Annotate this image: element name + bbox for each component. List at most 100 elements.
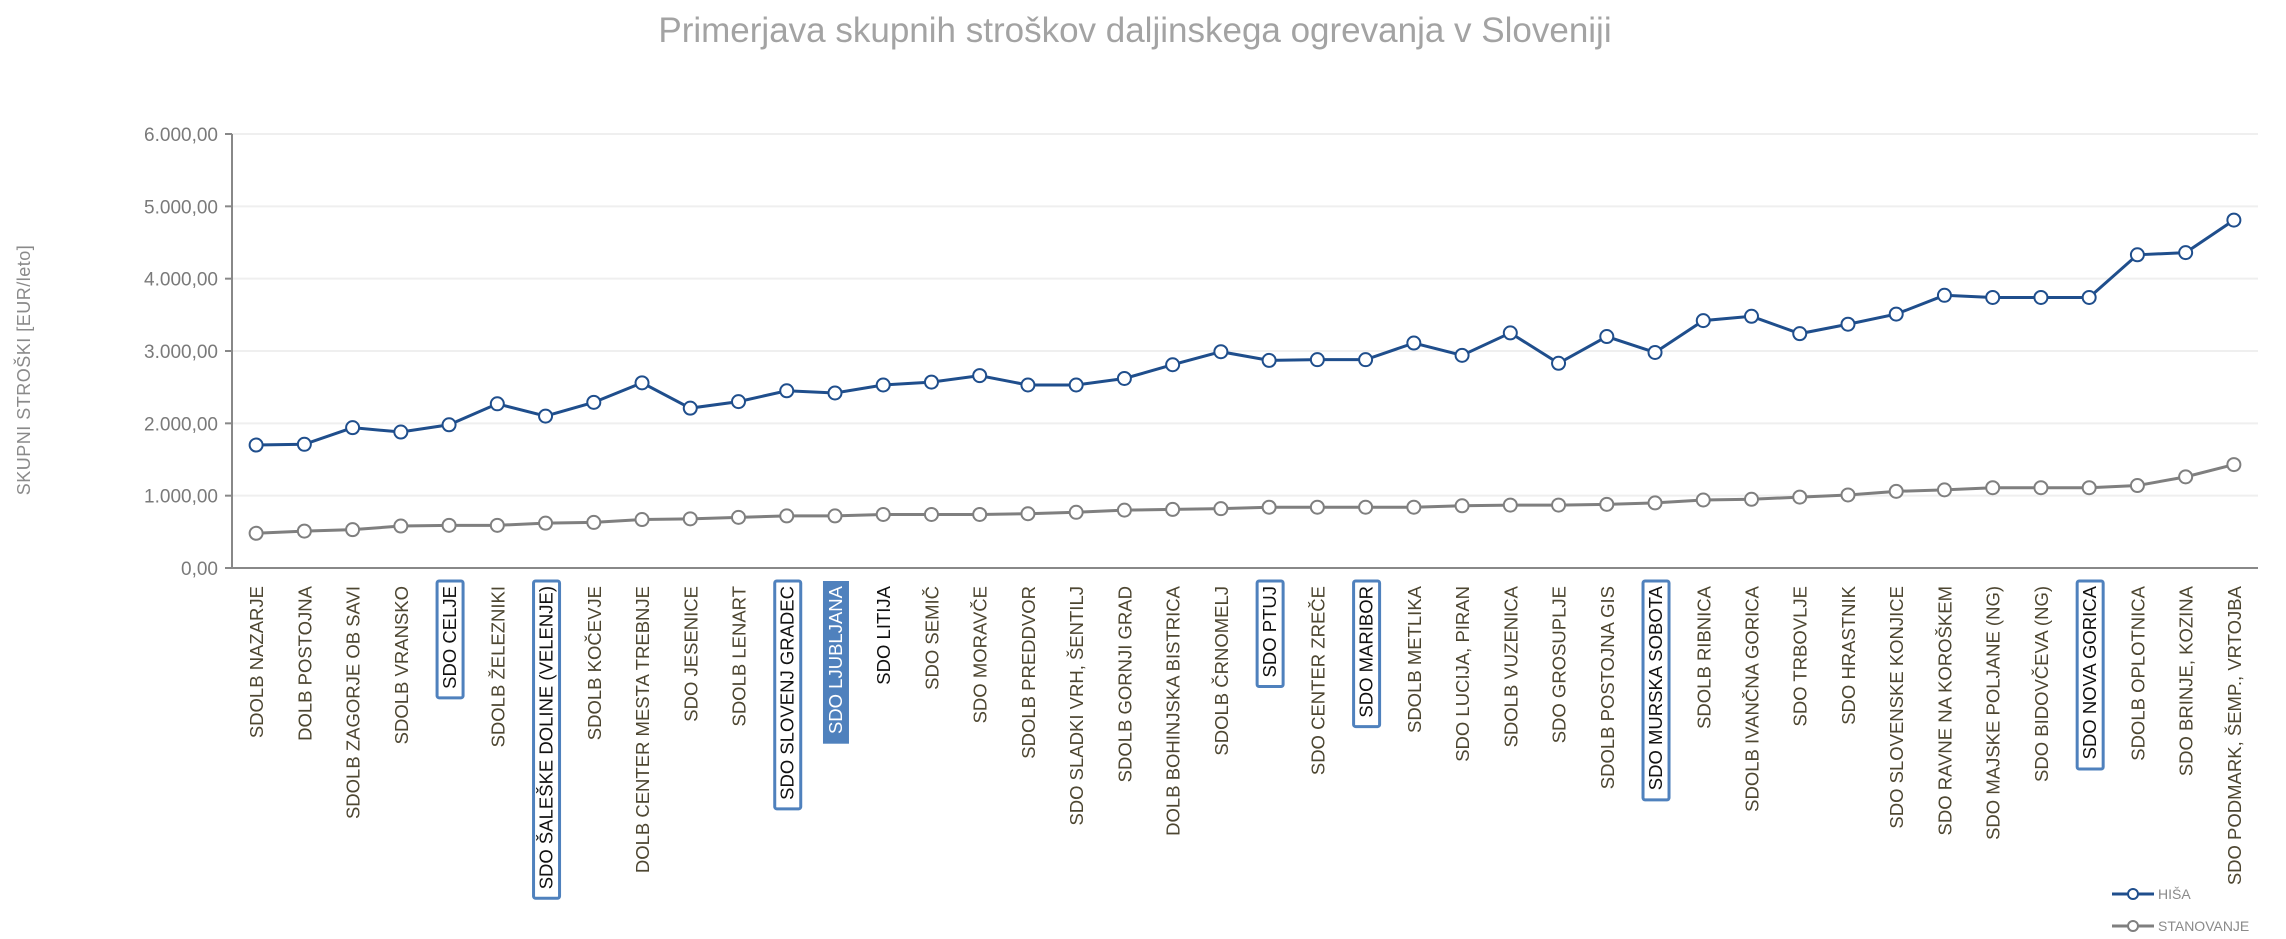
series-lines <box>248 212 2242 541</box>
legend: HIŠA STANOVANJE <box>2112 886 2249 934</box>
data-point <box>1502 325 1518 341</box>
data-point <box>1985 480 2001 496</box>
x-tick-label: SDOLB PREDDVOR <box>1018 586 1039 759</box>
x-category: SDOLB OPLOTNICA <box>2127 585 2148 760</box>
x-tick-label: SDOLB GORNJI GRAD <box>1114 586 1135 782</box>
y-axis-ticks: 0,00 1.000,00 2.000,00 3.000,00 4.000,00 5.00… <box>144 125 232 580</box>
data-point <box>923 374 939 390</box>
legend-label: HIŠA <box>2158 886 2191 902</box>
x-category: SDO BRINJE, KOZINA <box>2176 585 2197 776</box>
data-point <box>1695 492 1711 508</box>
data-point <box>1309 352 1325 368</box>
data-point <box>345 420 361 436</box>
data-point <box>972 506 988 522</box>
label-highlight-fill <box>822 581 849 744</box>
data-point <box>1936 482 1952 498</box>
data-point <box>1744 308 1759 324</box>
x-tick-label: DOLB BOHINJSKA BISTRICA <box>1163 585 1184 835</box>
x-tick-label: SDO LJUBLJANA <box>825 585 846 734</box>
x-category: DOLB CENTER MESTA TREBNJE <box>632 586 653 873</box>
x-category: SDO MAJSKE POLJANE (NG) <box>1983 586 2004 840</box>
series-line <box>256 463 2235 535</box>
x-tick-label: SDOLB RIBNICA <box>1693 585 1714 729</box>
data-point <box>1116 370 1132 386</box>
x-category: SDO SLADKI VRH, ŠENTILJ <box>1066 586 1087 826</box>
x-category: SDOLB ŽELEZNIKI <box>487 586 508 747</box>
data-point <box>731 394 746 410</box>
x-category: SDO NOVA GORICA <box>2075 579 2105 771</box>
x-category: DOLB BOHINJSKA BISTRICA <box>1163 585 1184 835</box>
x-category: SDO CELJE <box>435 579 465 700</box>
x-category: SDO PODMARK, ŠEMP., VRTOJBA <box>2224 585 2245 885</box>
data-point <box>1551 497 1567 513</box>
y-axis-title: SKUPNI STROŠKI [EUR/leto] <box>13 245 34 496</box>
data-point <box>393 518 409 534</box>
x-tick-label: SDO RAVNE NA KOROŠKEM <box>1934 586 1955 835</box>
data-point <box>296 523 312 539</box>
data-point <box>345 522 361 538</box>
data-point <box>731 509 746 525</box>
gridlines <box>232 133 2258 497</box>
data-point <box>1165 501 1181 517</box>
data-point <box>2226 457 2242 473</box>
series-line <box>256 218 2235 447</box>
x-category: SDO LITIJA <box>873 585 894 684</box>
data-point <box>2178 469 2194 485</box>
data-point <box>923 506 939 522</box>
data-point <box>1261 352 1277 368</box>
x-category: SDOLB VRANSKO <box>391 586 412 744</box>
data-point <box>1454 498 1470 514</box>
x-category: SDOLB KOČEVJE <box>584 586 605 740</box>
x-category: SDOLB IVANČNA GORICA <box>1742 585 1763 811</box>
data-point <box>1213 344 1229 360</box>
legend-marker-icon <box>2127 888 2139 900</box>
x-tick-label: SDO CELJE <box>439 586 460 689</box>
label-highlight-box <box>1255 579 1285 688</box>
data-point <box>1020 506 1036 522</box>
data-point <box>1116 502 1132 518</box>
x-tick-label: SDOLB NAZARJE <box>246 586 267 738</box>
data-point <box>682 511 698 527</box>
x-category: SDOLB METLIKA <box>1404 585 1425 733</box>
data-point <box>296 436 312 452</box>
x-category: SDO LUCIJA, PIRAN <box>1452 586 1473 762</box>
series-hiša <box>248 212 2242 453</box>
x-category: SDOLB GORNJI GRAD <box>1114 586 1135 782</box>
x-tick-label: SDOLB VRANSKO <box>391 586 412 744</box>
x-category: SDOLB VUZENICA <box>1500 585 1521 747</box>
data-point <box>634 512 650 528</box>
y-tick-label: 1.000,00 <box>144 487 218 508</box>
x-category: SDO LJUBLJANA <box>822 581 849 744</box>
x-tick-label: SDO SLOVENJ GRADEC <box>777 586 798 800</box>
data-point <box>2226 212 2242 228</box>
x-category: SDO GROSUPLJE <box>1549 586 1570 743</box>
x-tick-label: SDOLB ZAGORJE OB SAVI <box>343 586 364 819</box>
x-category: SDO MURSKA SOBOTA <box>1641 579 1671 802</box>
x-tick-label: SDOLB IVANČNA GORICA <box>1742 585 1763 811</box>
x-category: SDOLB ČRNOMELJ <box>1211 586 1232 756</box>
data-point <box>827 385 843 401</box>
x-tick-label: SDO PODMARK, ŠEMP., VRTOJBA <box>2224 585 2245 885</box>
legend-marker-icon <box>2127 920 2139 932</box>
series-stanovanje <box>248 457 2242 541</box>
label-highlight-box <box>435 579 465 700</box>
data-point <box>1406 499 1422 515</box>
y-tick-label: 3.000,00 <box>144 342 218 363</box>
x-tick-label: SDO LUCIJA, PIRAN <box>1452 586 1473 762</box>
x-tick-label: SDO PTUJ <box>1259 586 1280 677</box>
data-point <box>634 375 650 391</box>
data-point <box>2178 245 2194 261</box>
label-highlight-box <box>2075 579 2105 771</box>
data-point <box>1936 287 1952 303</box>
x-category: SDOLB PREDDVOR <box>1018 586 1039 759</box>
x-tick-label: SDOLB LENART <box>729 586 750 727</box>
data-point <box>586 394 602 410</box>
data-point <box>1309 499 1325 515</box>
data-point <box>875 506 891 522</box>
data-point <box>1599 329 1615 345</box>
y-tick-label: 0,00 <box>181 559 218 580</box>
data-point <box>1647 495 1663 511</box>
data-point <box>248 525 264 541</box>
data-point <box>1213 501 1229 517</box>
x-tick-label: SDO SEMIČ <box>921 586 942 690</box>
